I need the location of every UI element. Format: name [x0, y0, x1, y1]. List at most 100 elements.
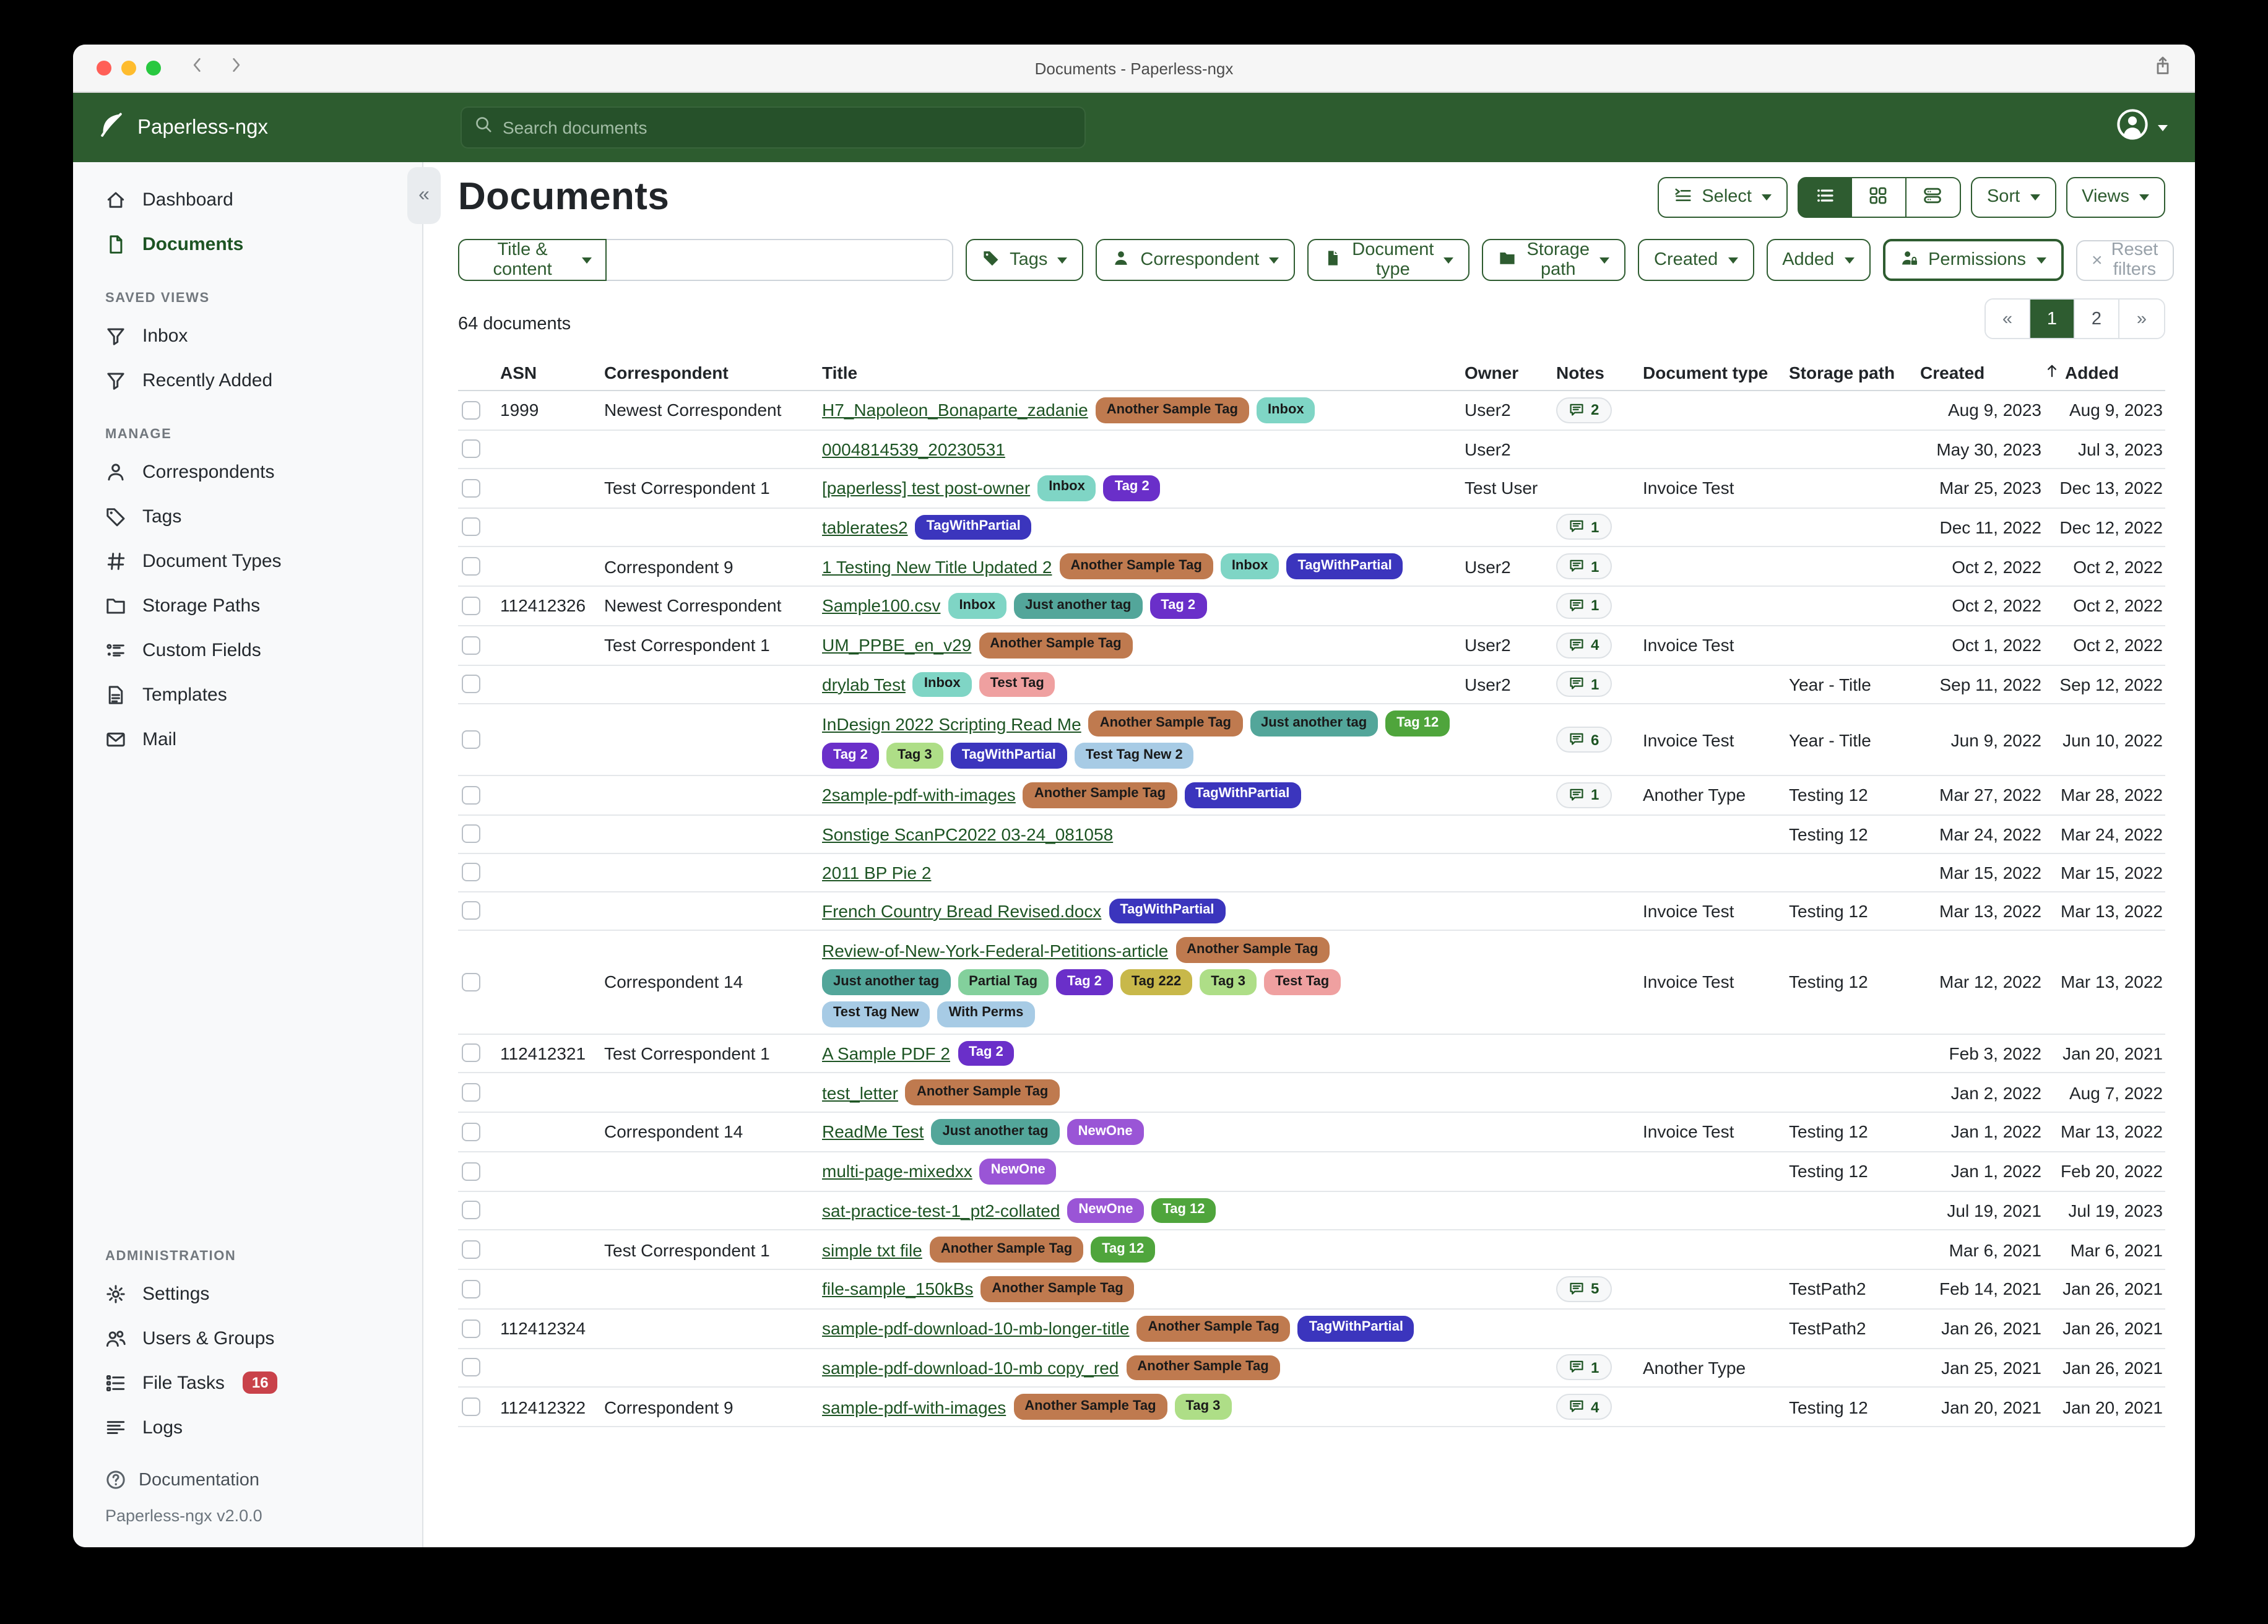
- row-checkbox[interactable]: [462, 596, 480, 615]
- tag-chip[interactable]: Inbox: [1037, 475, 1096, 501]
- sidebar-item-inbox[interactable]: Inbox: [73, 313, 422, 358]
- tag-chip[interactable]: Test Tag: [979, 672, 1055, 698]
- tag-chip[interactable]: Another Sample Tag: [1095, 397, 1249, 423]
- documentation-link[interactable]: Documentation: [105, 1469, 390, 1490]
- document-link[interactable]: sample-pdf-download-10-mb copy_red: [822, 1357, 1119, 1378]
- search-input[interactable]: [503, 118, 1072, 137]
- row-checkbox[interactable]: [462, 1319, 480, 1338]
- row-checkbox[interactable]: [462, 478, 480, 498]
- title-content-input[interactable]: [607, 239, 953, 281]
- tag-chip[interactable]: TagWithPartial: [915, 514, 1032, 540]
- document-link[interactable]: 1 Testing New Title Updated 2: [822, 556, 1052, 577]
- row-checkbox[interactable]: [462, 1122, 480, 1141]
- tag-chip[interactable]: Just another tag: [822, 969, 951, 995]
- column-header-storage-path[interactable]: Storage path: [1789, 362, 1920, 382]
- row-checkbox[interactable]: [462, 863, 480, 881]
- column-header-title[interactable]: Title: [822, 362, 1465, 382]
- forward-icon[interactable]: [227, 56, 245, 80]
- sidebar-item-documents[interactable]: Documents: [73, 222, 422, 266]
- tag-chip[interactable]: Another Sample Tag: [1059, 553, 1213, 579]
- document-link[interactable]: Sample100.csv: [822, 595, 941, 616]
- tag-chip[interactable]: Tag 12: [1151, 1198, 1216, 1224]
- tag-chip[interactable]: Tag 2: [1056, 969, 1113, 995]
- back-icon[interactable]: [188, 56, 207, 80]
- tag-chip[interactable]: TagWithPartial: [950, 743, 1067, 769]
- tag-chip[interactable]: Tag 3: [1174, 1394, 1232, 1420]
- tag-chip[interactable]: Inbox: [948, 593, 1007, 619]
- detail-view-button[interactable]: [1906, 176, 1961, 217]
- document-link[interactable]: French Country Bread Revised.docx: [822, 901, 1102, 921]
- column-header-notes[interactable]: Notes: [1556, 362, 1643, 382]
- notes-badge[interactable]: 1: [1556, 514, 1612, 540]
- filter-added-button[interactable]: Added: [1766, 239, 1871, 281]
- tag-chip[interactable]: Inbox: [1220, 553, 1279, 579]
- tag-chip[interactable]: Another Sample Tag: [1175, 937, 1330, 963]
- close-window-button[interactable]: [97, 61, 111, 76]
- document-link[interactable]: Sonstige ScanPC2022 03-24_081058: [822, 824, 1114, 844]
- column-header-added[interactable]: Added: [2044, 362, 2165, 382]
- tag-chip[interactable]: Another Sample Tag: [1126, 1355, 1280, 1381]
- filter-correspondent-button[interactable]: Correspondent: [1096, 239, 1296, 281]
- notes-badge[interactable]: 4: [1556, 1394, 1612, 1420]
- document-link[interactable]: sample-pdf-download-10-mb-longer-title: [822, 1318, 1130, 1339]
- notes-badge[interactable]: 1: [1556, 782, 1612, 808]
- row-checkbox[interactable]: [462, 1083, 480, 1102]
- title-content-dropdown[interactable]: Title & content: [458, 239, 607, 281]
- tag-chip[interactable]: NewOne: [979, 1158, 1057, 1184]
- tag-chip[interactable]: Tag 3: [886, 743, 943, 769]
- tag-chip[interactable]: Test Tag New 2: [1074, 743, 1194, 769]
- filter-tags-button[interactable]: Tags: [965, 239, 1084, 281]
- row-checkbox[interactable]: [462, 1201, 480, 1220]
- tag-chip[interactable]: Just another tag: [1014, 593, 1143, 619]
- notes-badge[interactable]: 2: [1556, 397, 1612, 423]
- list-view-button[interactable]: [1797, 176, 1852, 217]
- tag-chip[interactable]: Tag 222: [1120, 969, 1193, 995]
- row-checkbox[interactable]: [462, 1240, 480, 1259]
- pagination-page-2[interactable]: 2: [2075, 300, 2119, 338]
- filter-storage-path-button[interactable]: Storage path: [1482, 239, 1626, 281]
- row-checkbox[interactable]: [462, 901, 480, 920]
- select-button[interactable]: Select: [1657, 176, 1788, 217]
- document-link[interactable]: 2sample-pdf-with-images: [822, 785, 1016, 805]
- tag-chip[interactable]: Another Sample Tag: [1023, 782, 1177, 808]
- document-link[interactable]: Review-of-New-York-Federal-Petitions-art…: [822, 940, 1169, 961]
- document-link[interactable]: 2011 BP Pie 2: [822, 862, 932, 882]
- notes-badge[interactable]: 1: [1556, 592, 1612, 619]
- row-checkbox[interactable]: [462, 636, 480, 655]
- document-link[interactable]: sample-pdf-with-images: [822, 1397, 1006, 1417]
- pagination-next[interactable]: »: [2119, 300, 2164, 338]
- sidebar-item-custom-fields[interactable]: Custom Fields: [73, 628, 422, 672]
- document-link[interactable]: [paperless] test post-owner: [822, 478, 1031, 498]
- tag-chip[interactable]: Just another tag: [931, 1119, 1060, 1145]
- notes-badge[interactable]: 4: [1556, 632, 1612, 659]
- document-link[interactable]: UM_PPBE_en_v29: [822, 635, 972, 655]
- tag-chip[interactable]: Another Sample Tag: [1136, 1315, 1291, 1341]
- tag-chip[interactable]: Another Sample Tag: [1013, 1394, 1167, 1420]
- sidebar-item-logs[interactable]: Logs: [73, 1405, 422, 1449]
- tag-chip[interactable]: NewOne: [1067, 1198, 1145, 1224]
- tag-chip[interactable]: Inbox: [912, 672, 972, 698]
- notes-badge[interactable]: 1: [1556, 1354, 1612, 1381]
- sidebar-item-templates[interactable]: Templates: [73, 672, 422, 717]
- tag-chip[interactable]: Partial Tag: [958, 969, 1049, 995]
- document-link[interactable]: A Sample PDF 2: [822, 1043, 950, 1063]
- pagination-prev[interactable]: «: [1986, 300, 2030, 338]
- sidebar-item-storage-paths[interactable]: Storage Paths: [73, 583, 422, 628]
- row-checkbox[interactable]: [462, 972, 480, 991]
- tag-chip[interactable]: Tag 2: [958, 1040, 1015, 1066]
- sidebar-item-document-types[interactable]: Document Types: [73, 538, 422, 583]
- row-checkbox[interactable]: [462, 730, 480, 749]
- tag-chip[interactable]: Tag 2: [1103, 475, 1161, 501]
- tag-chip[interactable]: Tag 3: [1200, 969, 1257, 995]
- tag-chip[interactable]: Just another tag: [1250, 710, 1379, 736]
- reset-filters-button[interactable]: × Reset filters: [2075, 240, 2175, 280]
- zoom-window-button[interactable]: [146, 61, 161, 76]
- tag-chip[interactable]: Another Sample Tag: [905, 1079, 1060, 1105]
- grid-view-button[interactable]: [1851, 176, 1907, 217]
- brand[interactable]: Paperless-ngx: [73, 111, 423, 144]
- sidebar-collapse-button[interactable]: «: [407, 167, 441, 224]
- row-checkbox[interactable]: [462, 675, 480, 694]
- column-header-owner[interactable]: Owner: [1465, 362, 1556, 382]
- row-checkbox[interactable]: [462, 1162, 480, 1181]
- share-icon[interactable]: [2153, 55, 2173, 81]
